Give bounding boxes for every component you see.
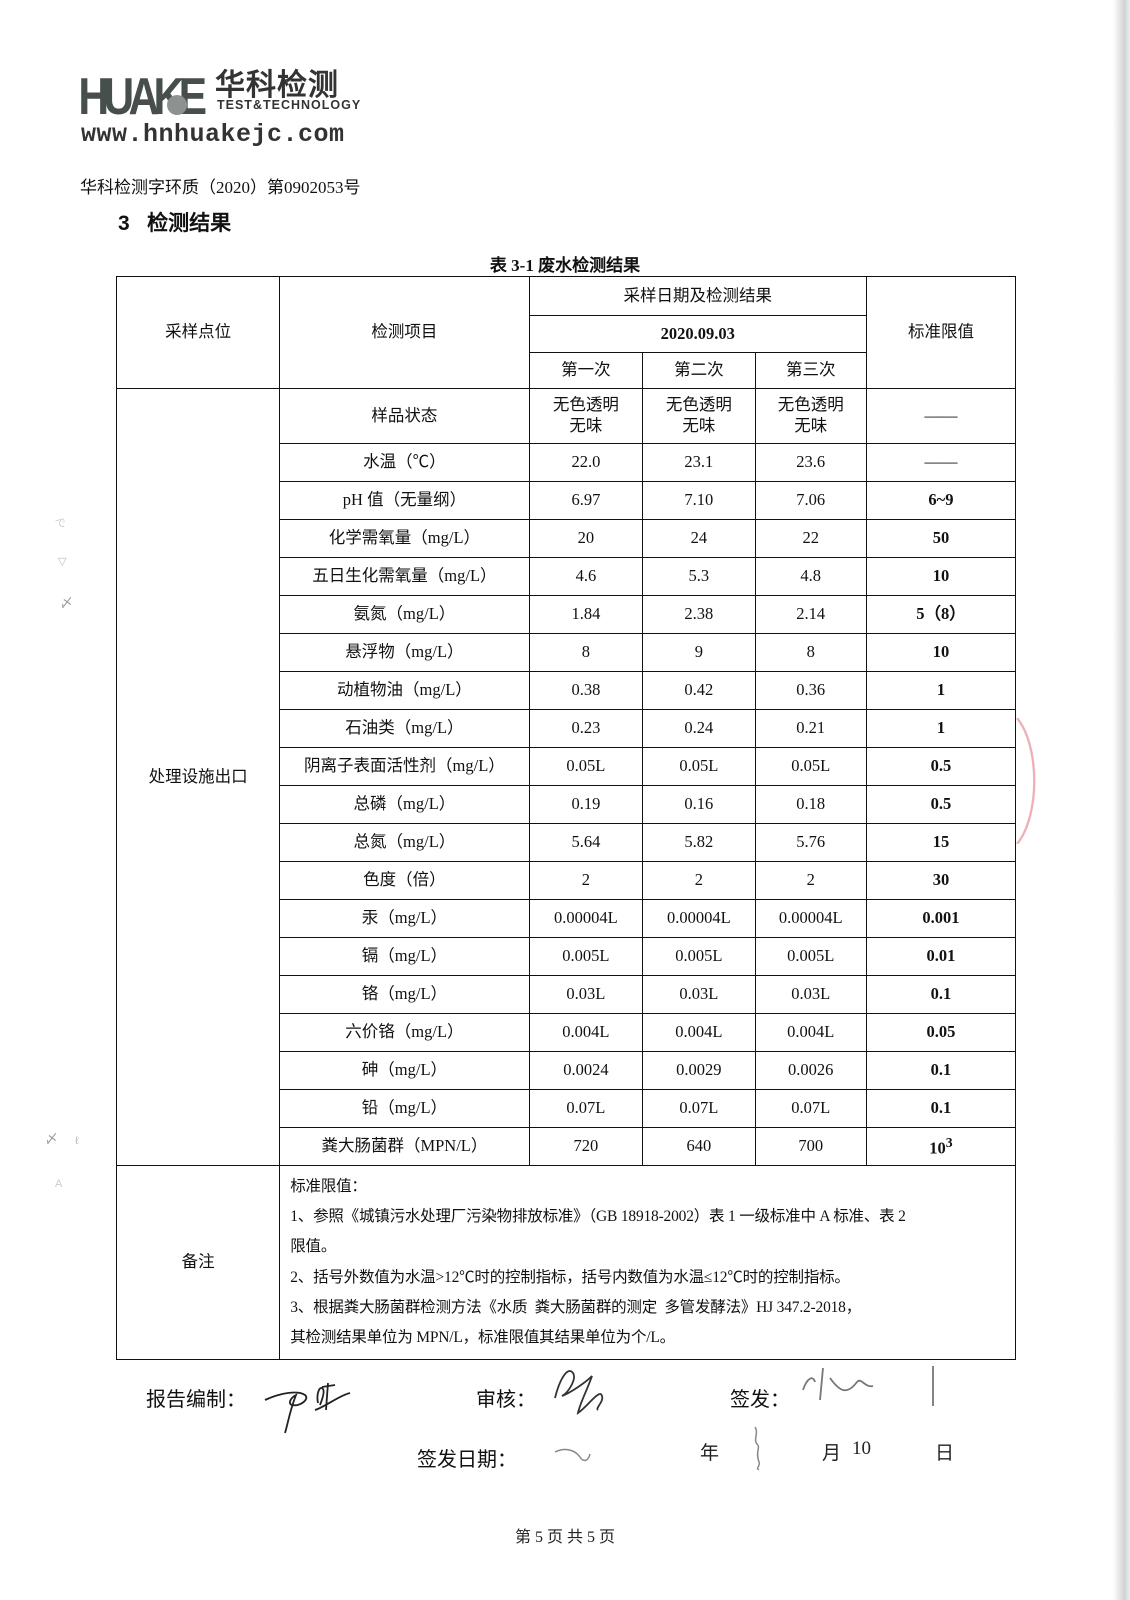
svg-text:HUAKE: HUAKE xyxy=(80,68,205,126)
